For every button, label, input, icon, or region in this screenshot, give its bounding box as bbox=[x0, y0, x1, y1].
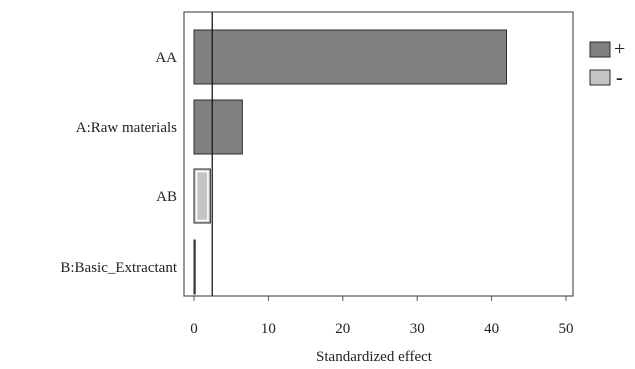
x-ticks: 0 10 20 30 40 50 bbox=[190, 296, 574, 337]
x-tick-label-2: 20 bbox=[335, 321, 350, 337]
legend-label-negative: - bbox=[616, 67, 623, 89]
x-axis-label: Standardized effect bbox=[316, 349, 433, 365]
plot-frame bbox=[183, 11, 574, 297]
legend-swatch-positive bbox=[589, 41, 611, 58]
legend: + - bbox=[589, 38, 625, 89]
bar-2 bbox=[193, 168, 211, 224]
bar-3 bbox=[193, 239, 196, 295]
x-tick-label-0: 0 bbox=[190, 321, 198, 337]
category-label-0: AA bbox=[155, 50, 177, 66]
x-tick-label-3: 30 bbox=[410, 321, 425, 337]
bar-1 bbox=[193, 99, 243, 155]
category-labels: AA A:Raw materials AB B:Basic_Extractant bbox=[60, 50, 177, 276]
bar-0 bbox=[193, 29, 507, 85]
bars-group bbox=[193, 29, 507, 295]
category-label-2: AB bbox=[156, 189, 177, 205]
x-tick-label-4: 40 bbox=[484, 321, 499, 337]
legend-label-positive: + bbox=[614, 38, 625, 60]
bar-2-highlight bbox=[195, 170, 209, 222]
category-label-1: A:Raw materials bbox=[76, 120, 177, 136]
x-tick-label-1: 10 bbox=[261, 321, 276, 337]
category-label-3: B:Basic_Extractant bbox=[60, 260, 177, 276]
legend-swatch-negative bbox=[589, 69, 611, 86]
x-tick-label-5: 50 bbox=[559, 321, 574, 337]
